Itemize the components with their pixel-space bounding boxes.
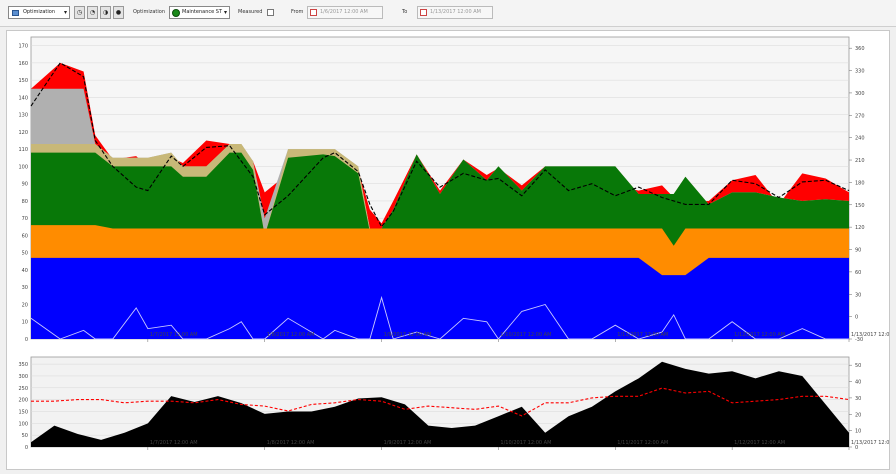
right-tick-label: 20 [855,412,861,418]
chevron-down-icon: ▾ [223,9,227,16]
to-date-value: 1/13/2017 12:00 AM [430,9,481,15]
left-tick-label: 50 [22,251,28,257]
left-tick-label: 170 [18,44,28,50]
right-tick-label: 330 [855,69,865,75]
measured-label: Measured [238,9,263,15]
chart-panel: 0 10 20 30 40 50 60 70 80 90 100 110 120 130 140 150 160… [6,30,896,470]
red-dashed-line [31,387,850,417]
optimization-icon [12,10,19,16]
left-tick-label: 150 [18,78,28,84]
right-tick-label: 0 [855,315,858,321]
view-button-1[interactable]: ◷ [74,6,85,19]
left-tick-label: 0 [25,337,28,343]
x-tick-label: 1/11/2017 12:00 AM [617,440,668,446]
left-tick-label: 140 [18,95,28,101]
right-tick-label: 180 [855,180,865,186]
from-date-field[interactable]: 1/6/2017 12:00 AM [307,6,383,19]
left-tick-label: 150 [18,409,28,415]
right-tick-label: 240 [855,136,865,142]
right-tick-label: 30 [855,396,861,402]
x-tick-label: 1/10/2017 12:00 AM [500,440,551,446]
left-tick-label: 60 [22,233,28,239]
pie-icon: ◑ [102,9,109,16]
left-tick-label: 0 [25,445,28,451]
left-tick-label: 160 [18,61,28,67]
left-tick-label: 100 [18,421,28,427]
left-tick-label: 300 [18,374,28,380]
left-tick-label: 70 [22,216,28,222]
right-tick-label: 270 [855,113,865,119]
right-tick-label: 120 [855,225,865,231]
right-tick-label: 50 [855,363,861,369]
measured-checkbox[interactable] [267,9,274,16]
from-label: From [291,9,304,15]
x-tick-label: 1/13/2017 12:00 AM [851,440,889,446]
right-tick-label: 30 [855,292,861,298]
from-date-value: 1/6/2017 12:00 AM [320,9,368,15]
toolbar: Optimization ▾ ◷ ◔ ◑ ● Optimization Main… [0,0,896,27]
x-tick-label: 1/7/2017 12:00 AM [150,332,198,338]
black-area [31,361,849,447]
right-tick-label: 60 [855,270,861,276]
left-tick-label: 250 [18,386,28,392]
scenario-dropdown-label: Maintenance ST [182,9,223,15]
left-tick-label: 120 [18,130,28,136]
chevron-down-icon: ▾ [63,9,67,16]
clock-icon: ◷ [76,9,83,16]
x-tick-label: 1/8/2017 12:00 AM [267,440,315,446]
left-tick-label: 10 [22,320,28,326]
calendar-icon [310,9,317,16]
x-tick-label: 1/11/2017 12:00 AM [617,332,668,338]
status-green-icon [172,9,180,17]
left-tick-label: 40 [22,268,28,274]
left-tick-label: 80 [22,199,28,205]
view-button-2[interactable]: ◔ [87,6,98,19]
x-tick-label: 1/8/2017 12:00 AM [267,332,315,338]
left-tick-label: 20 [22,302,28,308]
to-label: To [402,9,408,15]
view-dropdown-label: Optimization [23,9,55,15]
right-tick-label: -30 [855,337,863,343]
left-tick-label: 30 [22,285,28,291]
x-tick-label: 1/7/2017 12:00 AM [150,440,198,446]
right-tick-label: 10 [855,429,861,435]
right-tick-label: 300 [855,91,865,97]
x-tick-label: 1/10/2017 12:00 AM [500,332,551,338]
record-icon: ● [115,9,122,16]
view-button-4[interactable]: ● [113,6,124,19]
right-tick-label: 90 [855,248,861,254]
x-tick-label: 1/12/2017 12:00 AM [734,332,785,338]
optimization-label: Optimization [133,9,165,15]
right-tick-label: 210 [855,158,865,164]
view-button-3[interactable]: ◑ [100,6,111,19]
right-tick-label: 360 [855,46,865,52]
view-dropdown[interactable]: Optimization ▾ [8,6,70,19]
left-tick-label: 50 [22,433,28,439]
x-tick-label: 1/13/2017 12:00 AM [851,332,889,338]
charts-svg[interactable]: 0102030405060708090100110120130140150160… [7,31,896,469]
right-tick-label: 150 [855,203,865,209]
x-tick-label: 1/12/2017 12:00 AM [734,440,785,446]
scenario-dropdown[interactable]: Maintenance ST ▾ [169,6,230,19]
left-tick-label: 110 [18,147,28,153]
left-tick-label: 130 [18,113,28,119]
calendar-icon [420,9,427,16]
right-tick-label: 40 [855,380,861,386]
x-tick-label: 1/9/2017 12:00 AM [384,440,432,446]
light-line [30,295,849,340]
x-tick-label: 1/9/2017 12:00 AM [384,332,432,338]
blue-area [31,257,849,339]
right-tick-label: 0 [855,445,858,451]
to-date-field[interactable]: 1/13/2017 12:00 AM [417,6,493,19]
left-tick-label: 350 [18,362,28,368]
dashed-line [30,62,850,228]
left-tick-label: 90 [22,182,28,188]
left-tick-label: 200 [18,398,28,404]
history-icon: ◔ [89,9,96,16]
left-tick-label: 100 [18,164,28,170]
